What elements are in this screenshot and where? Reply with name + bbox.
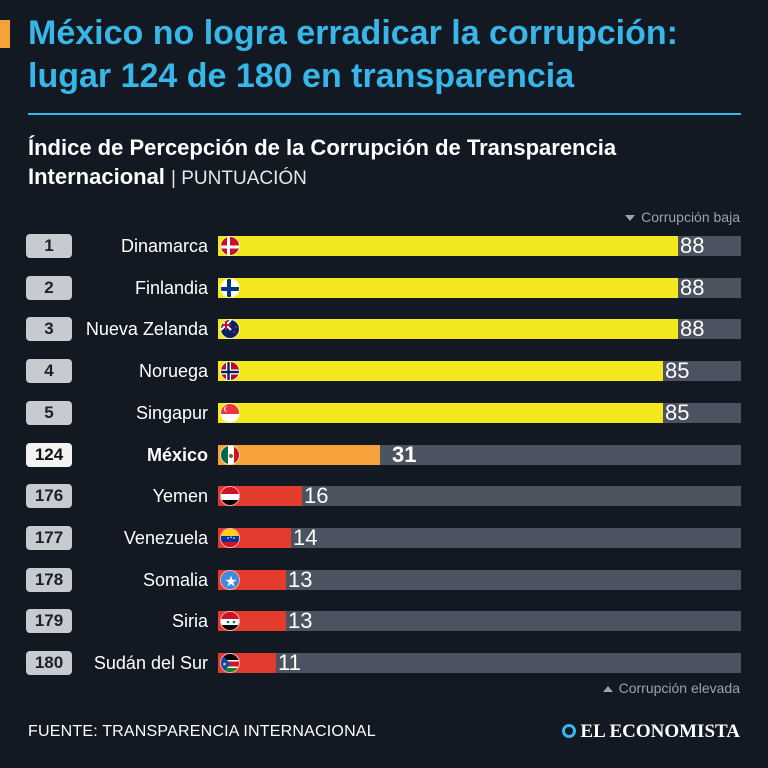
rank-badge: 4 xyxy=(26,359,72,383)
legend-high-corruption: Corrupción elevada xyxy=(602,680,740,696)
bar-finland xyxy=(218,278,678,298)
country-label: Sudán del Sur xyxy=(93,653,208,673)
chart-row-denmark: 1 Dinamarca 88 xyxy=(0,233,768,258)
rank-badge: 3 xyxy=(26,317,72,341)
country-label: Yemen xyxy=(152,486,208,506)
bar-mexico xyxy=(218,445,380,465)
country-label: Venezuela xyxy=(123,528,208,548)
chart-row-yemen: 176 Yemen 16 xyxy=(0,483,768,508)
chart-row-mexico: 124 México 31 xyxy=(0,442,768,467)
chart-subtitle: Índice de Percepción de la Corrupción de… xyxy=(28,133,748,193)
rank-badge: 5 xyxy=(26,401,72,425)
value-label: 14 xyxy=(293,525,318,550)
legend-low-label: Corrupción baja xyxy=(641,209,740,225)
rank-badge: 124 xyxy=(26,443,72,467)
value-label: 13 xyxy=(288,567,313,592)
denmark-flag-icon xyxy=(220,236,240,256)
yemen-flag-icon xyxy=(220,486,240,506)
value-label: 13 xyxy=(288,608,313,633)
rank-badge: 1 xyxy=(26,234,72,258)
rank-badge: 180 xyxy=(26,651,72,675)
page-title: México no logra erradicar la corrupción:… xyxy=(28,14,678,95)
norway-flag-icon xyxy=(220,361,240,381)
logo-text: EL ECONOMISTA xyxy=(580,721,740,742)
chart-row-syria: 179 Siria 13 xyxy=(0,608,768,633)
bar-new-zealand xyxy=(218,319,678,339)
value-label: 88 xyxy=(680,316,705,341)
new-zealand-flag-icon xyxy=(220,319,240,339)
country-label: Nueva Zelanda xyxy=(85,319,208,339)
brand-logo: EL ECONOMISTA xyxy=(562,721,740,743)
chart-row-new-zealand: 3 Nueva Zelanda 88 xyxy=(0,316,768,341)
legend-low-corruption: Corrupción baja xyxy=(625,209,740,225)
accent-bar xyxy=(0,20,10,48)
bar-track xyxy=(218,486,741,506)
triangle-down-icon xyxy=(625,215,636,222)
rank-badge: 178 xyxy=(26,568,72,592)
mexico-flag-icon xyxy=(220,445,240,465)
country-label: Somalia xyxy=(142,570,208,590)
rank-badge: 179 xyxy=(26,609,72,633)
bar-singapore xyxy=(218,403,663,423)
bar-norway xyxy=(218,361,663,381)
value-label: 85 xyxy=(665,358,690,383)
singapore-flag-icon xyxy=(220,403,240,423)
value-label: 31 xyxy=(392,442,417,467)
chart-row-somalia: 178 Somalia 13 xyxy=(0,567,768,592)
value-label: 88 xyxy=(680,275,705,300)
chart-row-venezuela: 177 Venezuela 14 xyxy=(0,525,768,550)
chart-row-finland: 2 Finlandia 88 xyxy=(0,275,768,300)
finland-flag-icon xyxy=(220,278,240,298)
subtitle-unit: | PUNTUACIÓN xyxy=(171,168,307,189)
chart-row-south-sudan: 180 Sudán del Sur 11 xyxy=(0,650,768,675)
value-label: 16 xyxy=(304,483,329,508)
legend-high-label: Corrupción elevada xyxy=(618,680,740,696)
somalia-flag-icon xyxy=(220,570,240,590)
country-label: Singapur xyxy=(135,403,208,423)
syria-flag-icon xyxy=(220,611,240,631)
source-note: FUENTE: TRANSPARENCIA INTERNACIONAL xyxy=(28,723,376,740)
country-label: Siria xyxy=(171,611,208,631)
chart-row-singapore: 5 Singapur 85 xyxy=(0,400,768,425)
logo-icon xyxy=(562,724,577,738)
bar-track xyxy=(218,528,741,548)
rank-badge: 2 xyxy=(26,276,72,300)
country-label: Noruega xyxy=(138,361,208,381)
bar-track xyxy=(218,653,741,673)
rank-badge: 176 xyxy=(26,484,72,508)
country-label: Finlandia xyxy=(134,278,208,298)
bar-denmark xyxy=(218,236,678,256)
country-label: Dinamarca xyxy=(120,236,208,256)
country-label: México xyxy=(146,445,208,465)
value-label: 11 xyxy=(278,650,301,675)
chart-row-norway: 4 Noruega 85 xyxy=(0,358,768,383)
triangle-up-icon xyxy=(602,686,613,693)
value-label: 85 xyxy=(665,400,690,425)
subtitle-strong: Índice de Percepción de la Corrupción de… xyxy=(28,135,617,189)
bar-track xyxy=(218,570,741,590)
bar-track xyxy=(218,611,741,631)
value-label: 88 xyxy=(680,233,705,258)
title-divider xyxy=(28,113,741,115)
rank-badge: 177 xyxy=(26,526,72,550)
south-sudan-flag-icon xyxy=(220,653,240,673)
venezuela-flag-icon xyxy=(220,528,240,548)
